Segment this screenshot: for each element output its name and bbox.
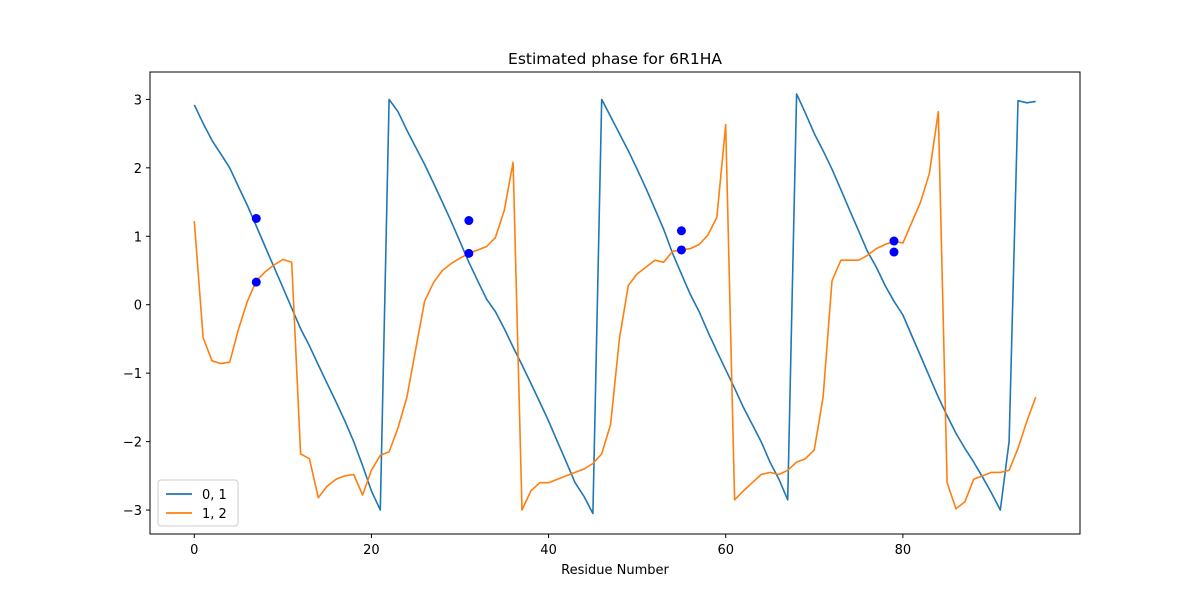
chart-title: Estimated phase for 6R1HA: [508, 50, 722, 68]
legend: 0, 1 1, 2: [157, 479, 239, 527]
scatter-point: [889, 247, 899, 257]
plot-frame: [149, 71, 1081, 535]
scatter-point: [889, 236, 899, 246]
series-line-0: [193, 93, 1036, 515]
scatter-point: [464, 248, 474, 258]
y-tick-label: 3: [134, 93, 142, 108]
scatter-point: [251, 277, 261, 287]
scatter-point: [676, 226, 686, 236]
scatter-point: [464, 216, 474, 226]
x-tick-label: 80: [895, 543, 912, 558]
y-tick-label: −3: [123, 504, 142, 519]
y-tick-label: −2: [123, 436, 142, 451]
y-tick-label: 1: [134, 230, 142, 245]
x-tick-label: 40: [540, 543, 557, 558]
y-tick-label: 0: [134, 299, 142, 314]
scatter-point: [251, 213, 261, 223]
y-tick-label: 2: [134, 162, 142, 177]
legend-label: 0, 1: [202, 488, 227, 503]
x-tick-label: 0: [190, 543, 198, 558]
legend-box: [157, 479, 239, 527]
legend-label: 1, 2: [202, 507, 227, 522]
x-axis-label: Residue Number: [561, 563, 669, 578]
y-tick-label: −1: [123, 367, 142, 382]
x-tick-label: 60: [717, 543, 734, 558]
plot-area: [149, 71, 1081, 535]
x-tick-label: 20: [363, 543, 380, 558]
y-axis: 3 2 1 0 −1 −2 −3: [123, 93, 150, 519]
scatter-point: [676, 245, 686, 255]
x-axis: 0 20 40 60 80: [190, 534, 911, 558]
